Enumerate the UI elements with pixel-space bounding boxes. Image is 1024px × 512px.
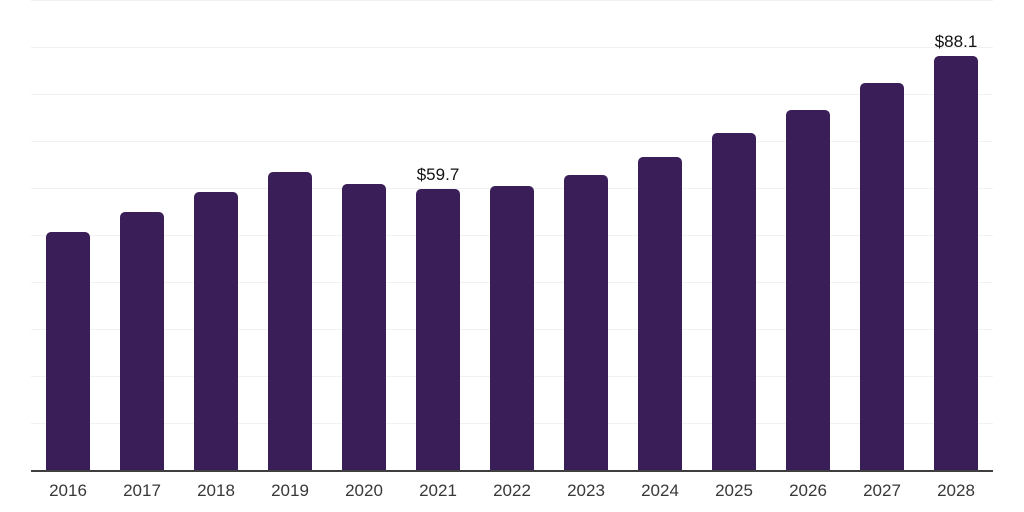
x-tick-2027: 2027 xyxy=(863,481,901,500)
x-tick-2022: 2022 xyxy=(493,481,531,500)
x-tick-2020: 2020 xyxy=(345,481,383,500)
x-tick-2018: 2018 xyxy=(197,481,235,500)
plot-area: $59.7 $88.1 xyxy=(31,0,993,470)
bar-2019 xyxy=(268,171,312,470)
bar-2018 xyxy=(194,191,238,470)
bar-2024 xyxy=(638,156,682,470)
x-tick-2016: 2016 xyxy=(49,481,87,500)
x-tick-2019: 2019 xyxy=(271,481,309,500)
x-tick-2017: 2017 xyxy=(123,481,161,500)
bar-value-label-2021: $59.7 xyxy=(416,165,460,185)
x-tick-2026: 2026 xyxy=(789,481,827,500)
x-axis-labels: 2016 2017 2018 2019 2020 2021 2022 2023 2024 2025… xyxy=(31,481,993,503)
gridline-80 xyxy=(31,94,993,95)
bar-2020 xyxy=(342,183,386,470)
bar-2028 xyxy=(934,55,978,470)
bar-2017 xyxy=(120,211,164,470)
x-tick-2024: 2024 xyxy=(641,481,679,500)
bar-2023 xyxy=(564,174,608,470)
gridline-100 xyxy=(31,0,993,1)
bar-2027 xyxy=(860,82,904,470)
x-tick-2021: 2021 xyxy=(419,481,457,500)
bar-2026 xyxy=(786,109,830,470)
x-axis-line xyxy=(31,470,993,472)
bar-2016 xyxy=(46,232,90,470)
bar-2022 xyxy=(490,186,534,470)
gridline-70 xyxy=(31,141,993,142)
x-tick-2023: 2023 xyxy=(567,481,605,500)
x-tick-2028: 2028 xyxy=(937,481,975,500)
bar-2025 xyxy=(712,132,756,470)
x-tick-2025: 2025 xyxy=(715,481,753,500)
bar-2021 xyxy=(416,189,460,470)
bar-value-label-2028: $88.1 xyxy=(934,31,978,51)
gridline-90 xyxy=(31,47,993,48)
